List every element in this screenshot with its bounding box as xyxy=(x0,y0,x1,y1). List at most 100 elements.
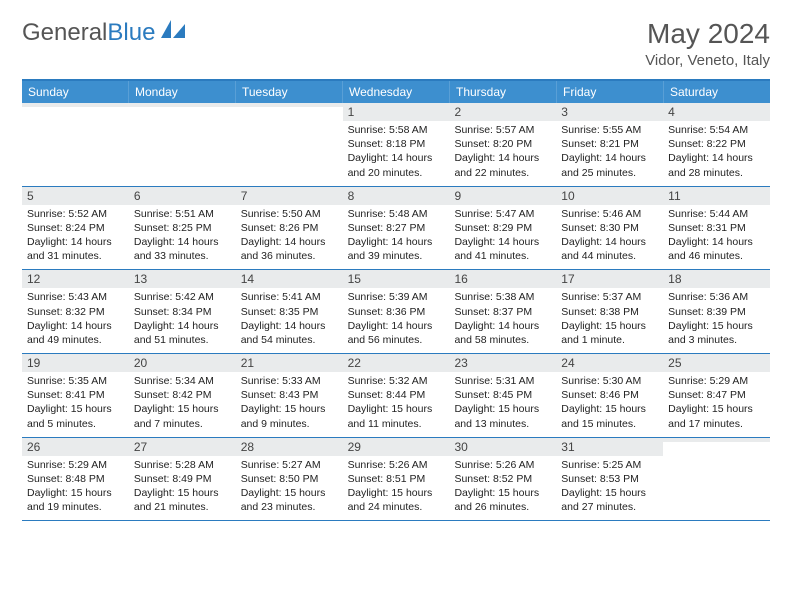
day-sunrise: Sunrise: 5:43 AM xyxy=(27,290,124,304)
day-daylight2: and 39 minutes. xyxy=(348,249,445,263)
day-sunset: Sunset: 8:22 PM xyxy=(668,137,765,151)
day-number: 27 xyxy=(129,438,236,456)
day-daylight1: Daylight: 15 hours xyxy=(561,319,658,333)
calendar-day-cell: 11Sunrise: 5:44 AMSunset: 8:31 PMDayligh… xyxy=(663,187,770,270)
day-info: Sunrise: 5:48 AMSunset: 8:27 PMDaylight:… xyxy=(343,205,450,270)
day-info: Sunrise: 5:26 AMSunset: 8:52 PMDaylight:… xyxy=(449,456,556,521)
day-daylight1: Daylight: 14 hours xyxy=(241,235,338,249)
day-info: Sunrise: 5:55 AMSunset: 8:21 PMDaylight:… xyxy=(556,121,663,186)
day-daylight1: Daylight: 15 hours xyxy=(668,319,765,333)
calendar-day-cell: 2Sunrise: 5:57 AMSunset: 8:20 PMDaylight… xyxy=(449,103,556,186)
calendar-day-cell: 12Sunrise: 5:43 AMSunset: 8:32 PMDayligh… xyxy=(22,270,129,353)
day-sunrise: Sunrise: 5:26 AM xyxy=(348,458,445,472)
calendar-day-cell: 10Sunrise: 5:46 AMSunset: 8:30 PMDayligh… xyxy=(556,187,663,270)
day-number: 28 xyxy=(236,438,343,456)
day-number: 16 xyxy=(449,270,556,288)
day-daylight2: and 13 minutes. xyxy=(454,417,551,431)
day-info xyxy=(129,107,236,115)
day-sunset: Sunset: 8:43 PM xyxy=(241,388,338,402)
day-daylight2: and 54 minutes. xyxy=(241,333,338,347)
day-daylight1: Daylight: 15 hours xyxy=(561,402,658,416)
day-info: Sunrise: 5:44 AMSunset: 8:31 PMDaylight:… xyxy=(663,205,770,270)
brand-part1: General xyxy=(22,19,107,47)
day-header-row: Sunday Monday Tuesday Wednesday Thursday… xyxy=(22,81,770,103)
day-daylight1: Daylight: 15 hours xyxy=(668,402,765,416)
day-sunrise: Sunrise: 5:44 AM xyxy=(668,207,765,221)
day-sunset: Sunset: 8:29 PM xyxy=(454,221,551,235)
day-sunset: Sunset: 8:49 PM xyxy=(134,472,231,486)
calendar-day-cell: 14Sunrise: 5:41 AMSunset: 8:35 PMDayligh… xyxy=(236,270,343,353)
day-sunset: Sunset: 8:45 PM xyxy=(454,388,551,402)
day-sunset: Sunset: 8:36 PM xyxy=(348,305,445,319)
calendar-day-cell: 19Sunrise: 5:35 AMSunset: 8:41 PMDayligh… xyxy=(22,354,129,437)
day-info: Sunrise: 5:54 AMSunset: 8:22 PMDaylight:… xyxy=(663,121,770,186)
day-daylight2: and 46 minutes. xyxy=(668,249,765,263)
day-daylight1: Daylight: 14 hours xyxy=(668,235,765,249)
calendar-day-cell: 6Sunrise: 5:51 AMSunset: 8:25 PMDaylight… xyxy=(129,187,236,270)
day-sunrise: Sunrise: 5:37 AM xyxy=(561,290,658,304)
day-daylight1: Daylight: 15 hours xyxy=(134,402,231,416)
calendar-day-cell: 20Sunrise: 5:34 AMSunset: 8:42 PMDayligh… xyxy=(129,354,236,437)
day-sunrise: Sunrise: 5:46 AM xyxy=(561,207,658,221)
day-sunset: Sunset: 8:44 PM xyxy=(348,388,445,402)
calendar-day-cell: 26Sunrise: 5:29 AMSunset: 8:48 PMDayligh… xyxy=(22,438,129,521)
day-daylight2: and 56 minutes. xyxy=(348,333,445,347)
day-daylight2: and 3 minutes. xyxy=(668,333,765,347)
day-number: 10 xyxy=(556,187,663,205)
day-number: 24 xyxy=(556,354,663,372)
month-title: May 2024 xyxy=(645,18,770,50)
day-number: 12 xyxy=(22,270,129,288)
day-sunset: Sunset: 8:31 PM xyxy=(668,221,765,235)
day-sunset: Sunset: 8:24 PM xyxy=(27,221,124,235)
day-sunset: Sunset: 8:53 PM xyxy=(561,472,658,486)
day-sunrise: Sunrise: 5:57 AM xyxy=(454,123,551,137)
day-daylight1: Daylight: 15 hours xyxy=(134,486,231,500)
calendar-day-cell: 18Sunrise: 5:36 AMSunset: 8:39 PMDayligh… xyxy=(663,270,770,353)
day-header: Monday xyxy=(129,81,236,103)
calendar-day-cell: 29Sunrise: 5:26 AMSunset: 8:51 PMDayligh… xyxy=(343,438,450,521)
day-info: Sunrise: 5:42 AMSunset: 8:34 PMDaylight:… xyxy=(129,288,236,353)
day-daylight1: Daylight: 14 hours xyxy=(454,235,551,249)
day-daylight2: and 1 minute. xyxy=(561,333,658,347)
day-header: Sunday xyxy=(22,81,129,103)
day-sunset: Sunset: 8:41 PM xyxy=(27,388,124,402)
day-number: 31 xyxy=(556,438,663,456)
day-info: Sunrise: 5:28 AMSunset: 8:49 PMDaylight:… xyxy=(129,456,236,521)
calendar-week-row: 26Sunrise: 5:29 AMSunset: 8:48 PMDayligh… xyxy=(22,438,770,522)
day-sunrise: Sunrise: 5:31 AM xyxy=(454,374,551,388)
day-daylight1: Daylight: 14 hours xyxy=(348,151,445,165)
day-daylight1: Daylight: 15 hours xyxy=(27,486,124,500)
day-daylight1: Daylight: 15 hours xyxy=(241,486,338,500)
day-info xyxy=(22,107,129,115)
day-daylight1: Daylight: 14 hours xyxy=(348,319,445,333)
calendar-day-cell: 8Sunrise: 5:48 AMSunset: 8:27 PMDaylight… xyxy=(343,187,450,270)
day-info: Sunrise: 5:33 AMSunset: 8:43 PMDaylight:… xyxy=(236,372,343,437)
day-sunset: Sunset: 8:20 PM xyxy=(454,137,551,151)
sail-icon xyxy=(159,18,187,47)
day-sunset: Sunset: 8:32 PM xyxy=(27,305,124,319)
day-daylight2: and 7 minutes. xyxy=(134,417,231,431)
day-sunrise: Sunrise: 5:42 AM xyxy=(134,290,231,304)
calendar-day-cell: 24Sunrise: 5:30 AMSunset: 8:46 PMDayligh… xyxy=(556,354,663,437)
day-info: Sunrise: 5:37 AMSunset: 8:38 PMDaylight:… xyxy=(556,288,663,353)
day-daylight2: and 11 minutes. xyxy=(348,417,445,431)
day-sunset: Sunset: 8:25 PM xyxy=(134,221,231,235)
day-info: Sunrise: 5:34 AMSunset: 8:42 PMDaylight:… xyxy=(129,372,236,437)
day-number: 13 xyxy=(129,270,236,288)
day-info: Sunrise: 5:52 AMSunset: 8:24 PMDaylight:… xyxy=(22,205,129,270)
calendar-day-cell: 25Sunrise: 5:29 AMSunset: 8:47 PMDayligh… xyxy=(663,354,770,437)
day-number: 5 xyxy=(22,187,129,205)
brand-part2: Blue xyxy=(107,19,155,47)
day-daylight1: Daylight: 14 hours xyxy=(27,235,124,249)
day-number: 20 xyxy=(129,354,236,372)
day-number: 17 xyxy=(556,270,663,288)
day-info: Sunrise: 5:47 AMSunset: 8:29 PMDaylight:… xyxy=(449,205,556,270)
day-info: Sunrise: 5:57 AMSunset: 8:20 PMDaylight:… xyxy=(449,121,556,186)
day-daylight1: Daylight: 14 hours xyxy=(348,235,445,249)
day-daylight2: and 51 minutes. xyxy=(134,333,231,347)
day-daylight1: Daylight: 14 hours xyxy=(134,319,231,333)
calendar-day-cell: 4Sunrise: 5:54 AMSunset: 8:22 PMDaylight… xyxy=(663,103,770,186)
day-daylight1: Daylight: 15 hours xyxy=(454,402,551,416)
day-sunset: Sunset: 8:42 PM xyxy=(134,388,231,402)
day-sunrise: Sunrise: 5:25 AM xyxy=(561,458,658,472)
